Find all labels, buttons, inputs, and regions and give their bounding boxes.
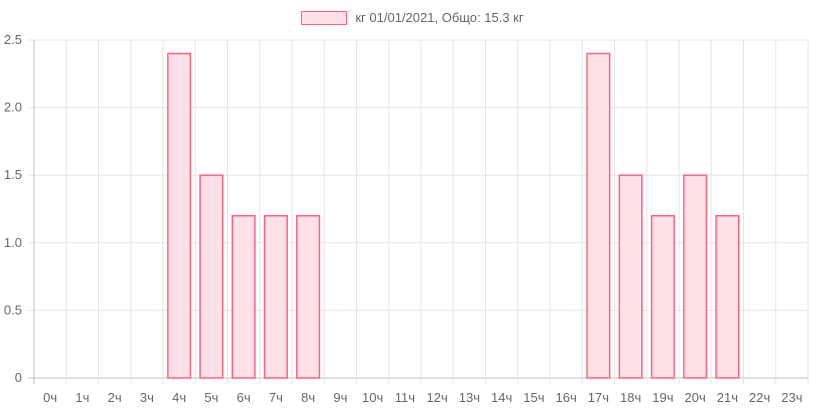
- x-tick-label: 18ч: [620, 390, 641, 405]
- x-tick-label: 22ч: [749, 390, 770, 405]
- y-tick-label: 1.0: [4, 235, 22, 250]
- bar-18ч: [618, 174, 643, 379]
- y-tick-label: 0.5: [4, 302, 22, 317]
- x-tick-label: 13ч: [459, 390, 480, 405]
- legend-swatch: [301, 10, 348, 25]
- x-tick-label: 9ч: [333, 390, 347, 405]
- x-tick-label: 1ч: [75, 390, 89, 405]
- x-tick-label: 8ч: [301, 390, 315, 405]
- x-tick-label: 7ч: [269, 390, 283, 405]
- x-tick-label: 3ч: [140, 390, 154, 405]
- x-tick-label: 20ч: [685, 390, 706, 405]
- y-tick-label: 2.5: [4, 32, 22, 47]
- x-tick-label: 0ч: [43, 390, 57, 405]
- x-tick-label: 10ч: [362, 390, 383, 405]
- x-tick-label: 12ч: [427, 390, 448, 405]
- x-tick-label: 15ч: [523, 390, 544, 405]
- bar-6ч: [231, 215, 256, 379]
- y-tick-label: 2.0: [4, 100, 22, 115]
- bar-17ч: [586, 52, 611, 379]
- x-tick-label: 2ч: [108, 390, 122, 405]
- bar-5ч: [199, 174, 224, 379]
- bar-4ч: [167, 52, 192, 379]
- bar-20ч: [683, 174, 708, 379]
- x-tick-label: 16ч: [556, 390, 577, 405]
- bar-8ч: [296, 215, 321, 379]
- x-tick-label: 11ч: [395, 390, 415, 405]
- bar-7ч: [263, 215, 288, 379]
- y-tick-label: 0: [15, 370, 22, 385]
- legend[interactable]: кг 01/01/2021, Общо: 15.3 кг: [0, 10, 825, 25]
- x-tick-label: 19ч: [652, 390, 673, 405]
- x-tick-label: 4ч: [172, 390, 186, 405]
- legend-label: кг 01/01/2021, Общо: 15.3 кг: [355, 10, 524, 25]
- bar-21ч: [715, 215, 740, 379]
- y-tick-label: 1.5: [4, 167, 22, 182]
- x-tick-label: 17ч: [588, 390, 609, 405]
- x-tick-label: 5ч: [204, 390, 218, 405]
- bar-19ч: [650, 215, 675, 379]
- x-tick-label: 21ч: [717, 390, 738, 405]
- x-tick-label: 14ч: [491, 390, 512, 405]
- x-tick-label: 23ч: [781, 390, 802, 405]
- x-tick-label: 6ч: [237, 390, 251, 405]
